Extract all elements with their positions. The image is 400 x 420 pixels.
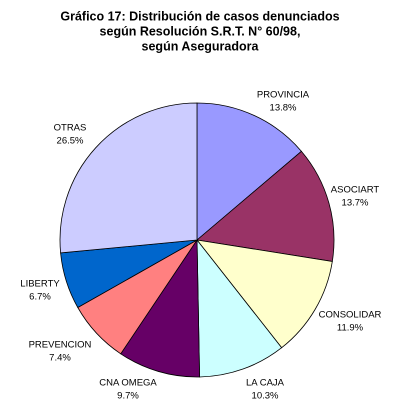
pie-slice xyxy=(120,238,200,378)
slice-value: 13.7% xyxy=(342,198,369,209)
slice-value: 7.4% xyxy=(49,353,71,364)
slice-label: CONSOLIDAR xyxy=(319,310,382,321)
slice-label: ASOCIART xyxy=(331,185,380,196)
slice-label: OTRAS xyxy=(54,123,87,134)
slice-label: PROVINCIA xyxy=(257,90,310,101)
slice-value: 6.7% xyxy=(29,292,51,303)
slice-label: LA CAJA xyxy=(246,378,285,389)
pie-slice xyxy=(196,238,283,378)
slice-value: 11.9% xyxy=(337,323,364,334)
slice-label: LIBERTY xyxy=(20,279,60,290)
chart-title: Gráfico 17: Distribución de casos denunc… xyxy=(60,9,339,23)
chart-title: según Aseguradora xyxy=(142,39,260,53)
slice-label: PREVENCION xyxy=(29,340,92,351)
slice-value: 13.8% xyxy=(270,103,297,114)
slice-value: 9.7% xyxy=(117,391,139,402)
pie-slice xyxy=(196,102,303,241)
pie-slice xyxy=(196,239,333,349)
pie-slice xyxy=(59,102,198,254)
slice-label: CNA OMEGA xyxy=(99,378,157,389)
slice-value: 10.3% xyxy=(252,391,279,402)
pie-slice xyxy=(196,150,335,262)
slice-value: 26.5% xyxy=(57,136,84,147)
chart-title: según Resolución S.R.T. N° 60/98, xyxy=(100,24,301,38)
